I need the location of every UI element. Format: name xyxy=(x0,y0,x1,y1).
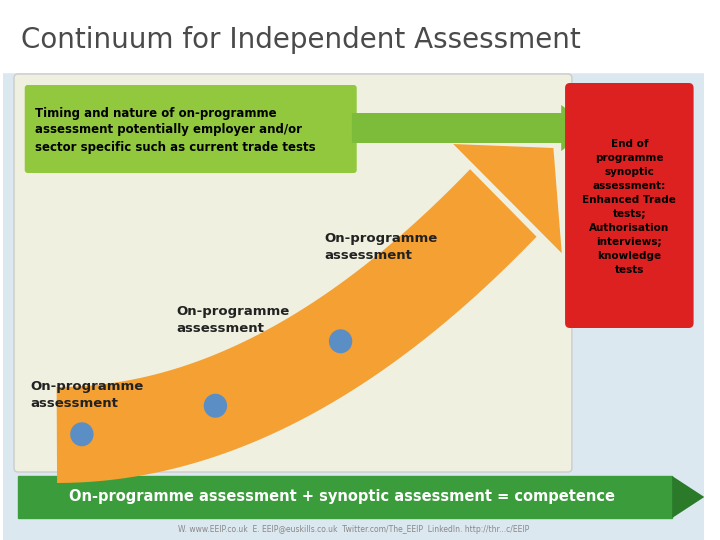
FancyBboxPatch shape xyxy=(24,85,356,173)
Text: On-programme
assessment: On-programme assessment xyxy=(325,232,438,262)
Ellipse shape xyxy=(204,394,227,418)
Bar xyxy=(4,0,704,72)
Polygon shape xyxy=(672,476,704,518)
Text: End of
programme
synoptic
assessment:
Enhanced Trade
tests;
Authorisation
interv: End of programme synoptic assessment: En… xyxy=(582,139,676,275)
FancyBboxPatch shape xyxy=(14,74,572,472)
Text: On-programme assessment + synoptic assessment = competence: On-programme assessment + synoptic asses… xyxy=(69,489,615,504)
Ellipse shape xyxy=(71,422,94,446)
Text: Continuum for Independent Assessment: Continuum for Independent Assessment xyxy=(21,26,580,54)
Bar xyxy=(18,476,672,518)
Text: On-programme
assessment: On-programme assessment xyxy=(30,380,144,410)
Ellipse shape xyxy=(329,329,352,353)
Text: On-programme
assessment: On-programme assessment xyxy=(176,305,290,335)
Text: W. www.EEIP.co.uk  E. EEIP@euskills.co.uk  Twitter.com/The_EEIP  LinkedIn. http:: W. www.EEIP.co.uk E. EEIP@euskills.co.uk… xyxy=(178,525,529,535)
FancyArrow shape xyxy=(352,105,593,151)
Text: Timing and nature of on-programme
assessment potentially employer and/or
sector : Timing and nature of on-programme assess… xyxy=(35,106,316,153)
Polygon shape xyxy=(453,144,562,253)
FancyBboxPatch shape xyxy=(565,83,693,328)
Polygon shape xyxy=(57,169,536,483)
